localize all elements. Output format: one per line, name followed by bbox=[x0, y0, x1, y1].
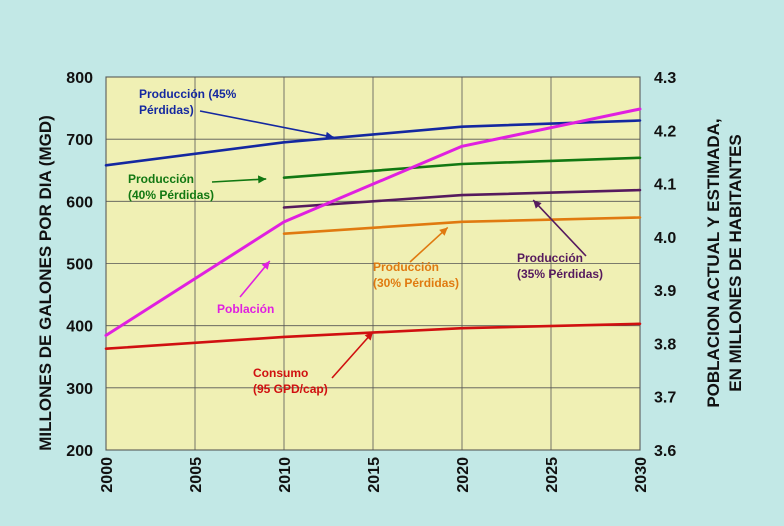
annotation-line: (30% Pérdidas) bbox=[373, 276, 459, 290]
series-line-3 bbox=[282, 216, 642, 235]
y-right-tick-label: 4.2 bbox=[654, 123, 676, 140]
annotation-prod35: Producción (35% Pérdidas) bbox=[517, 251, 603, 281]
series-line-0 bbox=[104, 119, 642, 167]
y-right-tick-label: 3.6 bbox=[654, 443, 676, 460]
annotation-arrowhead-prod35 bbox=[533, 200, 542, 209]
y-right-tick-label: 3.9 bbox=[654, 283, 676, 300]
y-right-tick-label: 4.3 bbox=[654, 70, 676, 87]
annotation-arrow-consumo bbox=[331, 331, 374, 379]
y-right-axis-title-line2: EN MILLONES DE HABITANTES bbox=[726, 134, 745, 392]
annotation-consumo: Consumo (95 GPD/cap) bbox=[253, 366, 328, 396]
y-left-tick-label: 500 bbox=[66, 257, 93, 274]
y-right-tick-label: 3.8 bbox=[654, 336, 676, 353]
annotation-arrowhead-prod30 bbox=[439, 227, 448, 236]
y-left-tick-label: 800 bbox=[66, 70, 93, 87]
series-line-1 bbox=[282, 156, 642, 179]
x-tick-label: 2010 bbox=[277, 457, 294, 493]
annotation-arrowhead-prod45 bbox=[325, 131, 334, 140]
annotation-poblacion: Población bbox=[217, 302, 274, 316]
x-tick-label: 2020 bbox=[455, 457, 472, 493]
annotation-arrow-prod35 bbox=[532, 199, 587, 257]
y-right-tick-label: 4.1 bbox=[654, 177, 676, 194]
annotation-line: Producción bbox=[128, 172, 194, 186]
annotation-line: Producción (45% bbox=[139, 87, 237, 101]
annotation-line: (35% Pérdidas) bbox=[517, 267, 603, 281]
annotation-line: Consumo bbox=[253, 366, 308, 380]
annotation-arrowhead-prod40 bbox=[257, 175, 267, 184]
annotation-line: (40% Pérdidas) bbox=[128, 188, 214, 202]
series-line-2 bbox=[282, 188, 642, 209]
y-right-tick-label: 3.7 bbox=[654, 390, 676, 407]
series-line-5 bbox=[104, 107, 642, 337]
x-tick-label: 2005 bbox=[188, 457, 205, 493]
annotation-prod40: Producción (40% Pérdidas) bbox=[128, 172, 214, 202]
y-left-tick-label: 600 bbox=[66, 194, 93, 211]
grid bbox=[105, 76, 641, 451]
annotation-line: Producción bbox=[373, 260, 439, 274]
annotation-line: Producción bbox=[517, 251, 583, 265]
annotation-prod30: Producción (30% Pérdidas) bbox=[373, 260, 459, 290]
tick-labels: 200 300 400 500 600 700 800 3.6 3.7 3.8 3.9 4.0 4.1 4… bbox=[66, 70, 676, 493]
y-left-axis-title: MILLONES DE GALONES POR DIA (MGD) bbox=[36, 115, 55, 451]
annotation-line: (95 GPD/cap) bbox=[253, 382, 328, 396]
y-right-axis-title-line1: POBLACION ACTUAL Y ESTIMADA, bbox=[704, 118, 723, 407]
annotation-arrow-prod40 bbox=[211, 178, 267, 183]
annotation-arrow-prod30 bbox=[409, 226, 449, 263]
y-left-tick-label: 400 bbox=[66, 319, 93, 336]
annotation-prod45: Producción (45% Pérdidas) bbox=[139, 87, 237, 117]
x-tick-label: 2000 bbox=[99, 457, 116, 493]
annotation-arrowhead-consumo bbox=[364, 331, 373, 341]
y-left-tick-label: 300 bbox=[66, 381, 93, 398]
x-tick-label: 2030 bbox=[633, 457, 650, 493]
annotations: Producción (45% Pérdidas) Producción (40% P… bbox=[128, 87, 603, 396]
x-tick-label: 2015 bbox=[366, 457, 383, 493]
y-right-tick-label: 4.0 bbox=[654, 230, 676, 247]
annotation-line: Población bbox=[217, 302, 274, 316]
y-left-tick-label: 200 bbox=[66, 443, 93, 460]
annotation-line: Pérdidas) bbox=[139, 103, 194, 117]
y-left-tick-label: 700 bbox=[66, 132, 93, 149]
annotation-arrowhead-poblacion bbox=[261, 261, 270, 270]
annotation-arrow-prod45 bbox=[199, 110, 334, 139]
x-tick-label: 2025 bbox=[544, 457, 561, 493]
